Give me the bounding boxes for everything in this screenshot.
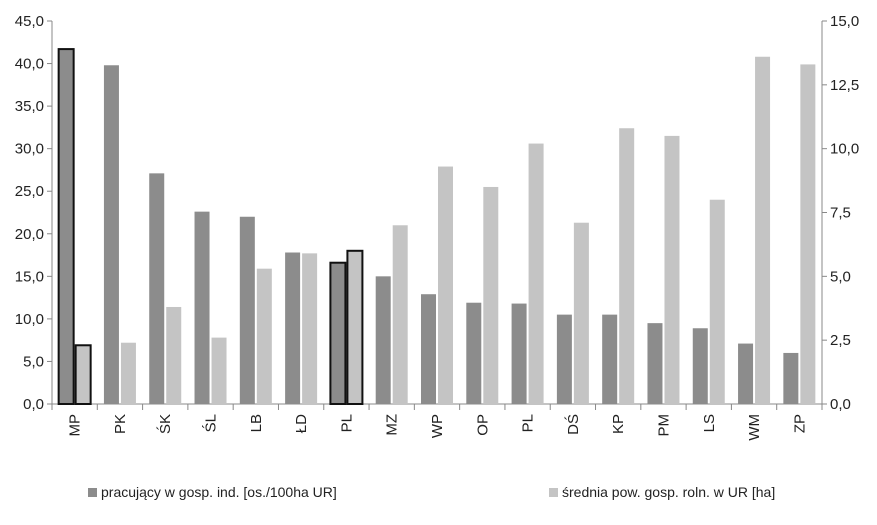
category-label: PK xyxy=(112,414,129,434)
category-label: KP xyxy=(610,414,627,434)
bar-farm-area xyxy=(709,199,725,404)
bar-farm-area xyxy=(392,225,408,404)
category-label: PL xyxy=(338,414,355,432)
bar-workers xyxy=(647,323,663,404)
bar-workers xyxy=(375,276,391,404)
category-label: OP xyxy=(474,414,491,436)
bar-workers xyxy=(239,216,255,404)
right-tick-label: 10,0 xyxy=(830,141,859,158)
bar-workers xyxy=(692,328,708,404)
category-label: WP xyxy=(429,414,446,438)
bar-workers xyxy=(556,314,572,404)
left-tick-label: 40,0 xyxy=(15,56,44,73)
bar-chart: 0,0 5,0 10,0 15,0 20,0 25,0 30,0 35,0 40,0 45,0 0,… xyxy=(15,13,859,441)
legend-item-workers: pracujący w gosp. ind. [os./100ha UR] xyxy=(88,480,337,504)
right-tick-label: 15,0 xyxy=(830,13,859,30)
left-tick-label: 45,0 xyxy=(15,13,44,30)
category-label: DŚ xyxy=(564,414,582,435)
bar-workers xyxy=(738,343,754,404)
bar-farm-area xyxy=(664,135,680,404)
left-tick-label: 20,0 xyxy=(15,226,44,243)
legend-item-farm-area: średnia pow. gosp. roln. w UR [ha] xyxy=(549,480,775,504)
left-tick-label: 15,0 xyxy=(15,268,44,285)
bar-farm-area xyxy=(438,166,453,404)
bar-workers xyxy=(602,314,618,404)
category-label: ŚK xyxy=(156,414,174,434)
right-tick-label: 5,0 xyxy=(830,268,851,285)
left-tick-label: 5,0 xyxy=(23,353,44,370)
legend-label-farm-area: średnia pow. gosp. roln. w UR [ha] xyxy=(562,484,776,500)
bar-workers xyxy=(149,173,165,404)
bar-farm-area xyxy=(619,128,635,405)
bar-workers xyxy=(194,211,210,404)
category-label: PL xyxy=(520,414,537,432)
bar-workers xyxy=(783,352,799,404)
bar-farm-area xyxy=(483,186,499,404)
bar-workers xyxy=(466,302,482,404)
bar-farm-area xyxy=(166,306,182,404)
bar-farm-area xyxy=(528,143,544,404)
category-label: ŚL xyxy=(202,414,220,432)
left-tick-label: 10,0 xyxy=(15,311,44,328)
category-label: MZ xyxy=(384,414,401,436)
bar-farm-area xyxy=(573,222,589,404)
left-tick-label: 0,0 xyxy=(23,396,44,413)
left-tick-label: 35,0 xyxy=(15,98,44,115)
legend-swatch-farm-area xyxy=(549,487,558,497)
right-tick-label: 7,5 xyxy=(830,205,851,222)
category-label: MP xyxy=(67,414,84,437)
bar-farm-area xyxy=(346,249,364,405)
legend-swatch-workers xyxy=(88,487,97,497)
category-label: LB xyxy=(248,414,265,432)
bar-farm-area xyxy=(74,344,92,406)
left-tick-label: 30,0 xyxy=(15,141,44,158)
category-label: ŁD xyxy=(293,414,310,433)
bar-farm-area xyxy=(800,64,816,404)
category-label: PM xyxy=(655,414,672,437)
bar-workers xyxy=(103,65,119,404)
left-tick-label: 25,0 xyxy=(15,183,44,200)
category-label: WM xyxy=(746,414,763,441)
bar-farm-area xyxy=(211,337,227,404)
right-tick-label: 0,0 xyxy=(830,396,851,413)
bar-workers xyxy=(511,303,527,404)
bar-workers xyxy=(285,252,301,404)
bar-workers xyxy=(421,294,436,404)
category-label: LS xyxy=(701,414,718,432)
right-tick-label: 12,5 xyxy=(830,77,859,94)
bar-farm-area xyxy=(120,342,136,404)
bar-farm-area xyxy=(755,56,771,404)
bar-workers xyxy=(57,48,75,405)
right-tick-label: 2,5 xyxy=(830,332,851,349)
category-label: ZP xyxy=(791,414,808,433)
legend-label-workers: pracujący w gosp. ind. [os./100ha UR] xyxy=(101,484,337,500)
bar-workers xyxy=(329,261,347,405)
bar-farm-area xyxy=(256,268,272,404)
bar-farm-area xyxy=(302,253,318,404)
